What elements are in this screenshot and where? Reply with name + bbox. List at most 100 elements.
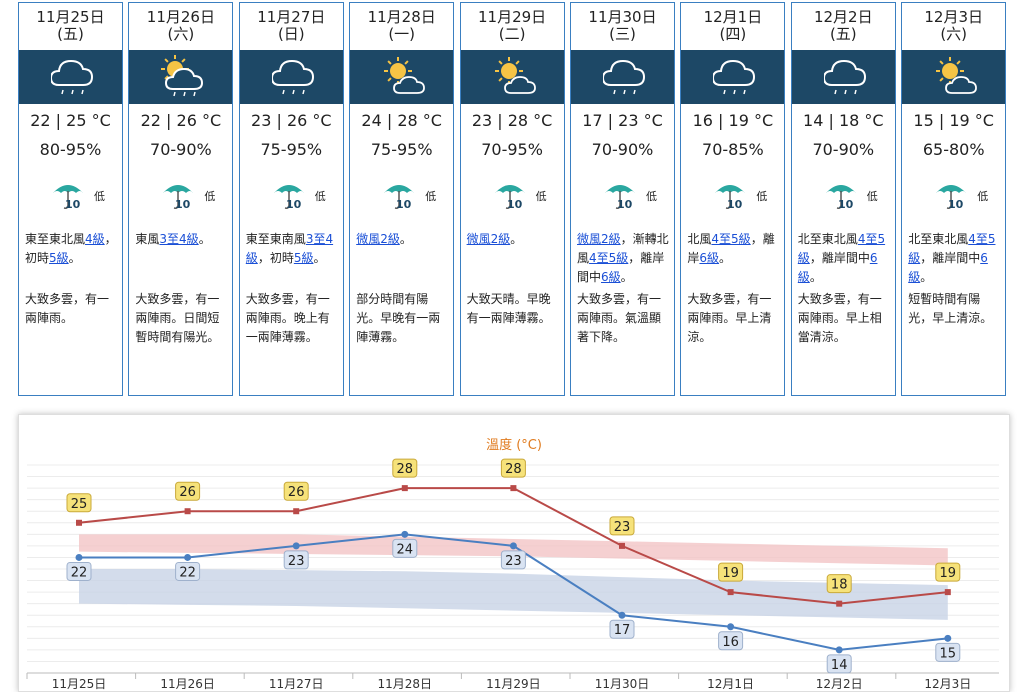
forecast-weekday: (五) xyxy=(829,25,857,43)
x-tick-label: 11月27日 xyxy=(269,677,324,691)
wind-text: 。 xyxy=(620,270,633,284)
data-label: 15 xyxy=(940,646,957,661)
psr-level: 低 xyxy=(314,190,326,203)
wind-text: 。 xyxy=(809,270,822,284)
umbrella-icon: 10 xyxy=(273,185,304,211)
data-label-box xyxy=(826,654,852,674)
wind-text: 。 xyxy=(313,251,326,265)
wind-force-link[interactable]: 4級 xyxy=(85,232,105,246)
umbrella-icon: 10 xyxy=(384,185,415,211)
chart-title: 溫度 (°C) xyxy=(486,437,542,453)
forecast-wind: 北至東北風4至5級，離岸間中6級。 xyxy=(908,230,1002,287)
forecast-description: 大致多雲，有一兩陣雨。日間短暫時間有陽光。 xyxy=(135,292,220,344)
forecast-description: 大致多雲，有一兩陣雨。氣溫顯著下降。 xyxy=(577,292,662,344)
data-label-box xyxy=(609,516,635,536)
wind-force-link[interactable]: 4至5級 xyxy=(797,232,886,265)
forecast-temperature: 24 | 28 °C xyxy=(361,111,442,130)
forecast-date: 11月27日 xyxy=(257,8,326,26)
forecast-wind: 東至東南風3至4級，初時5級。 xyxy=(246,230,340,268)
sun-cloud-icon xyxy=(494,57,536,94)
data-label-box xyxy=(66,493,92,513)
data-label: 22 xyxy=(71,565,88,580)
wind-force-link[interactable]: 6級 xyxy=(601,270,621,284)
cloud-rain-icon xyxy=(271,59,314,95)
forecast-card: 11月25日 (五) 22 | 25 °C 80-95% 10 低 東至東北風4… xyxy=(18,2,123,396)
svg-text:10: 10 xyxy=(617,198,633,211)
umbrella-icon: 10 xyxy=(163,185,194,211)
max-temp-point xyxy=(401,485,408,492)
data-label: 18 xyxy=(831,578,848,593)
max-temp-point xyxy=(944,589,951,596)
wind-force-link[interactable]: 微風2級 xyxy=(466,232,511,246)
forecast-temperature: 23 | 26 °C xyxy=(251,111,332,130)
forecast-card: 12月2日 (五) 14 | 18 °C 70-90% 10 低 北至東北風4至… xyxy=(790,2,896,396)
wind-force-link[interactable]: 6級 xyxy=(908,251,988,284)
forecast-weekday: (一) xyxy=(388,25,416,43)
wind-text: 北至東北風 xyxy=(797,232,858,246)
data-label: 26 xyxy=(288,485,305,500)
normal-range-band xyxy=(79,534,948,566)
wind-text: 北風 xyxy=(687,232,712,246)
umbrella-icon: 10 xyxy=(53,185,83,211)
forecast-card: 11月27日 (日) 23 | 26 °C 75-95% 10 低 東至東南風3… xyxy=(238,2,344,396)
wind-text: 東至東北風 xyxy=(25,232,86,246)
cloud-rain-icon xyxy=(603,59,646,95)
max-temp-point xyxy=(184,508,191,515)
data-label: 17 xyxy=(614,623,631,638)
x-tick-label: 11月29日 xyxy=(486,677,541,691)
max-temp-point xyxy=(510,485,517,492)
wind-force-link[interactable]: 4至5級 xyxy=(589,251,629,265)
forecast-date: 11月28日 xyxy=(367,8,436,26)
forecast-date: 12月1日 xyxy=(703,8,763,26)
data-label: 24 xyxy=(397,542,414,557)
wind-force-link[interactable]: 3至4級 xyxy=(245,232,334,265)
wind-force-link[interactable]: 6級 xyxy=(699,251,720,265)
wind-force-link[interactable]: 3至4級 xyxy=(159,232,199,246)
forecast-description: 大致多雲，有一兩陣雨。早上相當清涼。 xyxy=(797,292,882,344)
wind-text: ，漸轉北風 xyxy=(577,232,669,265)
data-label: 16 xyxy=(722,635,739,650)
forecast-wind: 東風3至4級。 xyxy=(135,230,229,249)
psr-level: 低 xyxy=(535,190,547,203)
wind-force-link[interactable]: 6級 xyxy=(797,251,878,284)
forecast-description: 大致天晴。早晚有一兩陣薄霧。 xyxy=(466,292,551,325)
wind-text: 北至東北風 xyxy=(908,232,969,246)
wind-text: 。 xyxy=(920,270,933,284)
weather-icon-bar xyxy=(239,50,343,104)
forecast-humidity: 65-80% xyxy=(922,140,985,159)
wind-text: 東至東南風 xyxy=(245,232,306,246)
wind-force-link[interactable]: 微風2級 xyxy=(577,232,621,246)
forecast-temperature: 15 | 19 °C xyxy=(913,111,994,130)
normal-range-band xyxy=(79,569,948,620)
psr-level: 低 xyxy=(425,190,437,203)
data-label-box xyxy=(500,550,526,570)
forecast-wind: 微風2級。 xyxy=(356,230,450,249)
wind-text: ，離岸間中 xyxy=(809,251,870,265)
forecast-date: 11月30日 xyxy=(588,8,657,26)
forecast-card: 11月26日 (六) 22 | 26 °C 70-90% 10 低 東風3至4級… xyxy=(128,2,234,396)
forecast-weekday: (二) xyxy=(498,25,526,43)
data-label-box xyxy=(66,561,92,581)
min-temp-point xyxy=(509,542,517,550)
svg-text:10: 10 xyxy=(727,198,743,211)
min-temp-point xyxy=(292,542,300,550)
data-label-box xyxy=(935,562,961,582)
forecast-weekday: (日) xyxy=(277,25,305,43)
forecast-humidity: 75-95% xyxy=(370,140,433,159)
wind-force-link[interactable]: 4至5級 xyxy=(908,232,996,265)
weather-icon-bar xyxy=(571,50,674,104)
wind-force-link[interactable]: 5級 xyxy=(49,251,69,265)
umbrella-icon: 10 xyxy=(825,185,856,211)
forecast-card: 12月3日 (六) 15 | 19 °C 65-80% 10 低 北至東北風4至… xyxy=(901,2,1007,396)
max-temp-point xyxy=(836,600,843,607)
data-label: 25 xyxy=(71,497,88,512)
forecast-humidity: 70-90% xyxy=(812,140,875,159)
psr-level: 低 xyxy=(977,190,989,203)
forecast-description: 大致多雲，有一兩陣雨。早上清涼。 xyxy=(687,292,772,344)
wind-force-link[interactable]: 4至5級 xyxy=(711,232,751,246)
wind-force-link[interactable]: 微風2級 xyxy=(356,232,400,246)
cloud-rain-icon xyxy=(823,59,866,95)
x-tick-label: 11月25日 xyxy=(52,677,107,691)
data-label: 28 xyxy=(505,462,522,477)
wind-force-link[interactable]: 5級 xyxy=(293,251,314,265)
